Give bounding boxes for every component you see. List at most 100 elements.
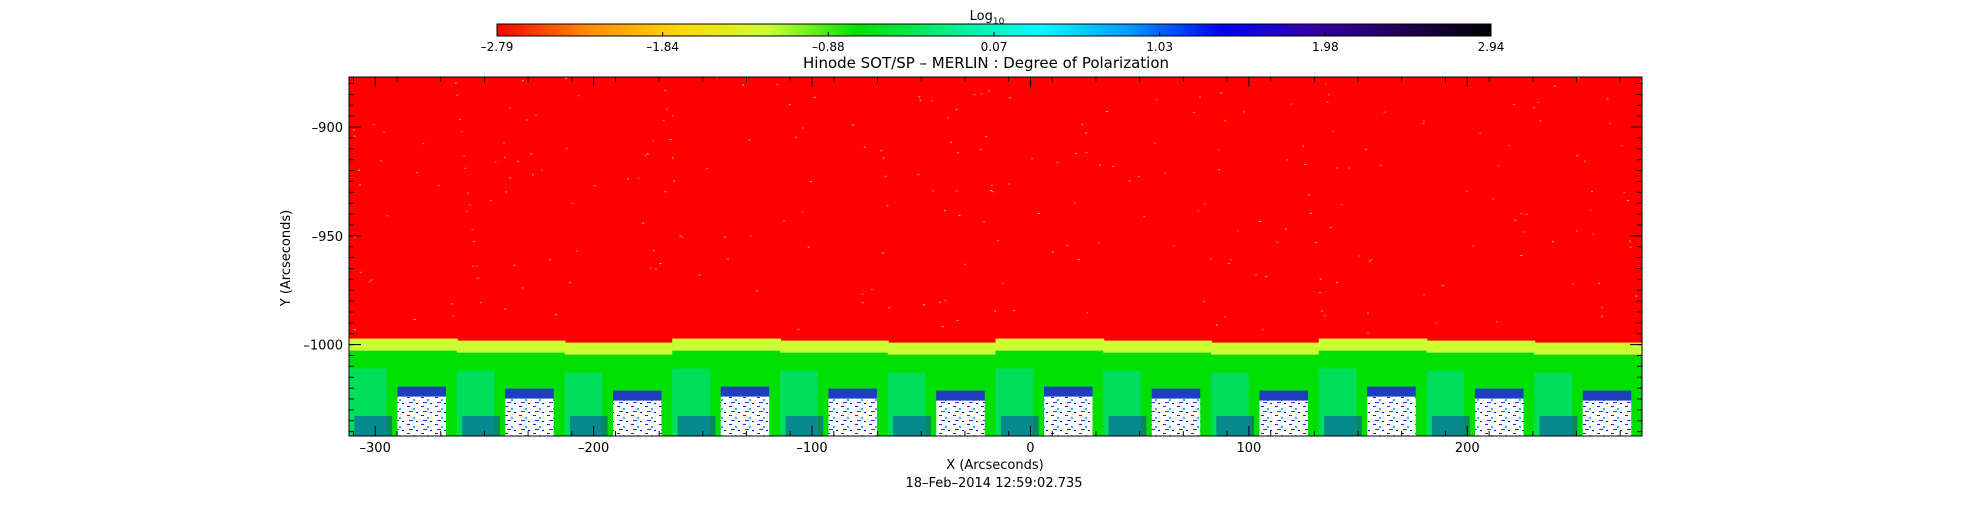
heatmap-speck — [1323, 315, 1326, 317]
heatmap-region-saturated — [1043, 396, 1093, 436]
x-axis: –300 –200 –100 0 100 200 — [352, 77, 1621, 456]
heatmap-speck — [1224, 120, 1227, 122]
heatmap-speck — [1265, 275, 1268, 277]
heatmap-speck — [352, 129, 355, 131]
heatmap-speck — [947, 117, 950, 119]
heatmap-region-saturated — [828, 398, 877, 436]
heatmap-speck — [664, 191, 667, 193]
heatmap-speck — [807, 246, 810, 248]
heatmap-speck — [535, 114, 537, 116]
plot-frame — [348, 76, 1643, 437]
heatmap-speck — [1640, 80, 1642, 82]
heatmap-speck — [575, 250, 578, 252]
heatmap-speck — [1553, 85, 1556, 87]
heatmap-speck — [1081, 124, 1084, 126]
heatmap-speck — [801, 127, 804, 129]
heatmap-speck — [1172, 245, 1175, 247]
heatmap-speck — [863, 146, 866, 148]
heatmap-speck — [437, 185, 440, 186]
heatmap-speck — [1217, 169, 1220, 171]
heatmap-speck — [1592, 233, 1595, 235]
heatmap-speck — [671, 115, 674, 117]
heatmap-speck — [991, 191, 994, 193]
heatmap-speck — [642, 222, 645, 224]
heatmap-speck — [673, 180, 676, 182]
x-tick-label: –100 — [796, 441, 827, 456]
heatmap-speck — [782, 220, 785, 222]
heatmap-speck — [466, 210, 468, 212]
heatmap-noise-band — [569, 416, 608, 436]
heatmap-speck — [460, 131, 463, 133]
colorbar-title: Log10 — [970, 9, 1005, 27]
heatmap-speck — [723, 236, 726, 238]
heatmap-speck — [383, 131, 386, 133]
heatmap-speck — [1258, 221, 1261, 222]
heatmap-region-off-limb-edge — [564, 372, 603, 436]
colorbar-tick-label: –2.79 — [481, 40, 514, 54]
heatmap-column — [672, 338, 781, 436]
heatmap-speck — [1495, 321, 1498, 323]
heatmap-noise-band — [677, 416, 716, 436]
heatmap-speck — [801, 211, 804, 213]
x-axis-label: X (Arcseconds) — [946, 458, 1043, 473]
heatmap-speck — [1098, 164, 1101, 166]
heatmap-off-limb-columns — [349, 338, 1642, 436]
y-axis: –900 –950 –1000 — [303, 83, 1642, 433]
y-tick-label: –900 — [312, 121, 343, 136]
colorbar-tick-label: 1.03 — [1146, 40, 1173, 54]
heatmap-noise-band — [936, 390, 985, 403]
heatmap-speck — [548, 259, 551, 261]
heatmap-speck — [1635, 295, 1638, 297]
heatmap-speck — [1606, 98, 1609, 100]
heatmap-speck — [456, 94, 459, 96]
heatmap-speck — [1073, 202, 1076, 204]
heatmap-speck — [1230, 259, 1233, 261]
heatmap-speck — [1514, 219, 1517, 221]
heatmap-noise-band — [354, 416, 393, 436]
heatmap-speck — [1031, 158, 1034, 160]
heatmap-speck — [555, 314, 557, 316]
heatmap-region-limb-band — [1426, 340, 1536, 353]
heatmap-speck — [479, 302, 482, 304]
heatmap-speck — [956, 152, 959, 154]
heatmap-speck — [788, 104, 791, 105]
heatmap-speck — [813, 96, 816, 98]
heatmap-speck — [1575, 230, 1578, 232]
heatmap-speck — [1302, 145, 1305, 147]
heatmap-speck — [1348, 167, 1351, 169]
heatmap-speck — [990, 190, 992, 192]
heatmap-speck — [370, 279, 373, 281]
heatmap-speck — [1075, 153, 1077, 155]
heatmap-speck — [1577, 77, 1580, 79]
heatmap-speck — [1441, 285, 1444, 287]
heatmap-noise-band — [720, 386, 770, 399]
heatmap-speck — [1202, 301, 1205, 302]
heatmap-disk-specks — [349, 77, 1642, 334]
heatmap-speck — [1002, 282, 1004, 284]
heatmap-speck — [1466, 190, 1468, 192]
heatmap-region-saturated — [612, 400, 662, 436]
heatmap-speck — [755, 290, 758, 292]
heatmap-speck — [1492, 198, 1495, 200]
heatmap-region-limb-band — [780, 340, 889, 353]
heatmap-noise-band — [893, 416, 931, 436]
heatmap-speck — [1286, 159, 1289, 161]
heatmap-speck — [666, 108, 669, 110]
heatmap-speck — [1224, 316, 1227, 318]
heatmap-speck — [1227, 263, 1230, 265]
heatmap-region-off-limb-edge — [1318, 368, 1357, 436]
heatmap-speck — [415, 172, 418, 174]
heatmap-noise-band — [505, 388, 554, 401]
heatmap-speck — [1589, 209, 1592, 211]
heatmap-speck — [541, 169, 544, 171]
heatmap-speck — [810, 181, 812, 182]
heatmap-speck — [950, 141, 953, 143]
heatmap-speck — [1128, 180, 1131, 182]
heatmap-speck — [882, 157, 885, 159]
heatmap-speck — [1336, 282, 1339, 284]
heatmap-noise-band — [1431, 416, 1470, 436]
heatmap-noise-band — [1259, 390, 1308, 403]
heatmap-speck — [994, 310, 996, 312]
heatmap-speck — [472, 265, 475, 267]
